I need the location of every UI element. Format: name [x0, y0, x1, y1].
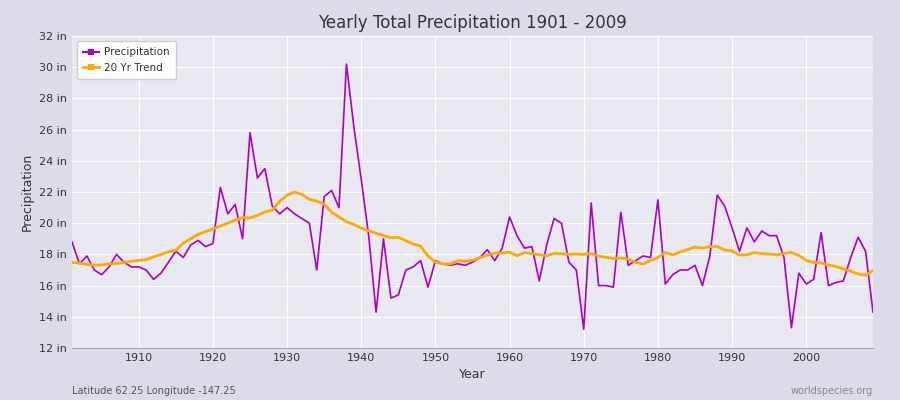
- Text: Latitude 62.25 Longitude -147.25: Latitude 62.25 Longitude -147.25: [72, 386, 236, 396]
- Legend: Precipitation, 20 Yr Trend: Precipitation, 20 Yr Trend: [77, 41, 176, 79]
- Y-axis label: Precipitation: Precipitation: [21, 153, 33, 231]
- Text: worldspecies.org: worldspecies.org: [791, 386, 873, 396]
- Title: Yearly Total Precipitation 1901 - 2009: Yearly Total Precipitation 1901 - 2009: [318, 14, 627, 32]
- X-axis label: Year: Year: [459, 368, 486, 382]
